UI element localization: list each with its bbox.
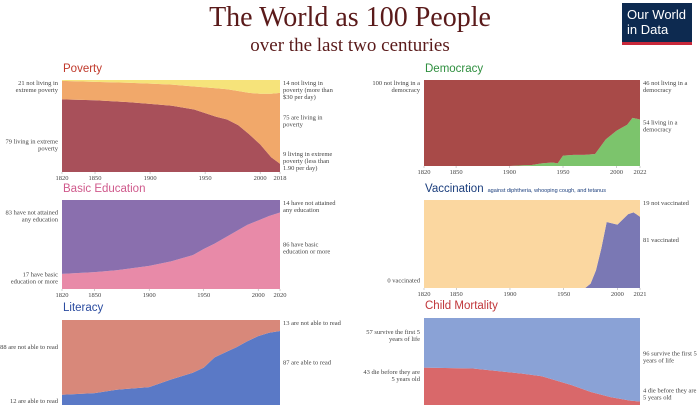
- panel-title-text: Vaccination: [425, 183, 484, 195]
- panel-title-text: Democracy: [425, 63, 484, 75]
- panel-title-text: Poverty: [63, 63, 102, 75]
- x-tick-label: 2000: [254, 175, 267, 182]
- left-label: 0 vaccinated: [387, 276, 420, 284]
- right-label: 4 die before they are 5 years old: [643, 387, 697, 402]
- x-tick-label: 1850: [450, 291, 463, 298]
- right-label: 19 not vaccinated: [643, 200, 689, 207]
- area: [62, 80, 280, 164]
- area: [424, 212, 640, 288]
- x-tick-label: 1900: [143, 292, 156, 299]
- left-label: 100 not living in a democracy: [372, 80, 420, 94]
- area: [424, 318, 640, 402]
- panel-title-text: Child Mortality: [425, 300, 498, 312]
- x-tick-label: 1950: [557, 291, 570, 298]
- right-label: 14 have not attained any education: [283, 200, 336, 214]
- area: [62, 99, 280, 172]
- x-tick-label: 2020: [274, 292, 287, 299]
- x-tick-label: 1950: [557, 169, 570, 176]
- x-tick-label: 1950: [199, 175, 212, 182]
- left-label: 12 are able to read: [9, 398, 58, 405]
- x-tick-label: 1820: [56, 175, 69, 182]
- x-tick-label: 1820: [56, 292, 69, 299]
- left-label: 43 die before they are 5 years old: [363, 369, 420, 384]
- area: [62, 331, 280, 405]
- right-label: 75 are living in poverty: [283, 115, 323, 130]
- area: [62, 80, 280, 94]
- x-tick-label: 1820: [418, 169, 431, 176]
- panel-title: Child Mortality: [425, 300, 498, 312]
- panel-title: Literacy: [63, 302, 103, 314]
- panel-title: Poverty: [63, 63, 102, 75]
- x-tick-label: 1850: [450, 169, 463, 176]
- left-label: 17 have basic education or more: [10, 271, 58, 286]
- left-label: 21 not living in extreme poverty: [15, 80, 58, 94]
- title: The World as 100 People: [209, 2, 491, 33]
- panel-subtitle: against diphtheria, whooping cough, and …: [487, 188, 606, 194]
- x-tick-label: 2000: [610, 169, 623, 176]
- right-label: 46 not living in a democracy: [643, 80, 688, 94]
- subtitle: over the last two centuries: [250, 35, 450, 56]
- x-tick-label: 1850: [88, 292, 101, 299]
- panel-title: Democracy: [425, 63, 483, 75]
- x-tick-label: 2022: [634, 169, 647, 176]
- x-tick-label: 1850: [89, 175, 102, 182]
- right-label: 87 are able to read: [283, 359, 332, 366]
- right-label: 81 vaccinated: [643, 236, 679, 244]
- left-label: 83 have not attained any education: [5, 208, 58, 223]
- left-label: 57 survive the first 5 years of life: [366, 328, 420, 343]
- x-tick-label: 1820: [418, 291, 431, 298]
- x-tick-label: 1900: [144, 175, 157, 182]
- area: [62, 200, 280, 274]
- x-tick-label: 2018: [274, 175, 287, 182]
- left-label: 88 are not able to read: [0, 343, 58, 351]
- area: [424, 200, 640, 288]
- x-tick-label: 2000: [611, 291, 624, 298]
- x-tick-label: 2021: [634, 291, 647, 298]
- area: [424, 117, 640, 166]
- logo: Our World in Data: [622, 3, 692, 45]
- right-label: 96 survive the first 5 years of life: [643, 350, 697, 365]
- x-tick-label: 2000: [252, 292, 265, 299]
- panel-title-text: Basic Education: [63, 183, 146, 195]
- x-tick-label: 1900: [503, 291, 516, 298]
- right-label: 9 living in extreme poverty (less than 1…: [283, 151, 333, 172]
- right-label: 13 are not able to read: [283, 320, 341, 327]
- area: [424, 367, 640, 405]
- right-label: 54 living in a democracy: [643, 119, 678, 134]
- panel-title: Basic Education: [63, 183, 145, 195]
- right-label: 86 have basic education or more: [283, 241, 331, 256]
- panel-title-text: Literacy: [63, 302, 104, 314]
- area: [424, 80, 640, 166]
- panel-title: Vaccination against diphtheria, whooping …: [425, 183, 606, 195]
- area: [62, 320, 280, 395]
- x-tick-label: 1950: [197, 292, 210, 299]
- left-label: 79 living in extreme poverty: [5, 138, 58, 153]
- x-tick-label: 1900: [503, 169, 516, 176]
- area: [62, 212, 280, 289]
- right-label: 14 not living in poverty (more than $30 …: [283, 80, 333, 101]
